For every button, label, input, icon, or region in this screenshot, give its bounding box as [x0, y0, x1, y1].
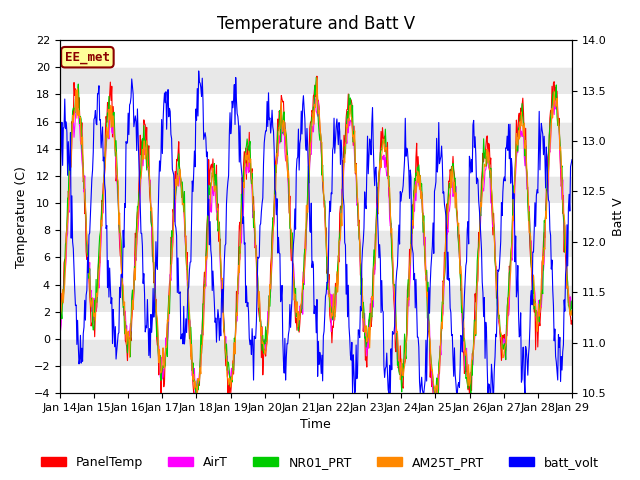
Bar — [60, 121, 572, 149]
Bar — [60, 339, 572, 366]
Bar — [60, 230, 572, 257]
Title: Temperature and Batt V: Temperature and Batt V — [217, 15, 415, 33]
Bar — [60, 176, 572, 203]
Legend: PanelTemp, AirT, NR01_PRT, AM25T_PRT, batt_volt: PanelTemp, AirT, NR01_PRT, AM25T_PRT, ba… — [36, 451, 604, 474]
Bar — [60, 67, 572, 95]
Y-axis label: Temperature (C): Temperature (C) — [15, 166, 28, 267]
X-axis label: Time: Time — [301, 419, 332, 432]
Bar — [60, 285, 572, 312]
Y-axis label: Batt V: Batt V — [612, 197, 625, 236]
Text: EE_met: EE_met — [65, 51, 110, 64]
